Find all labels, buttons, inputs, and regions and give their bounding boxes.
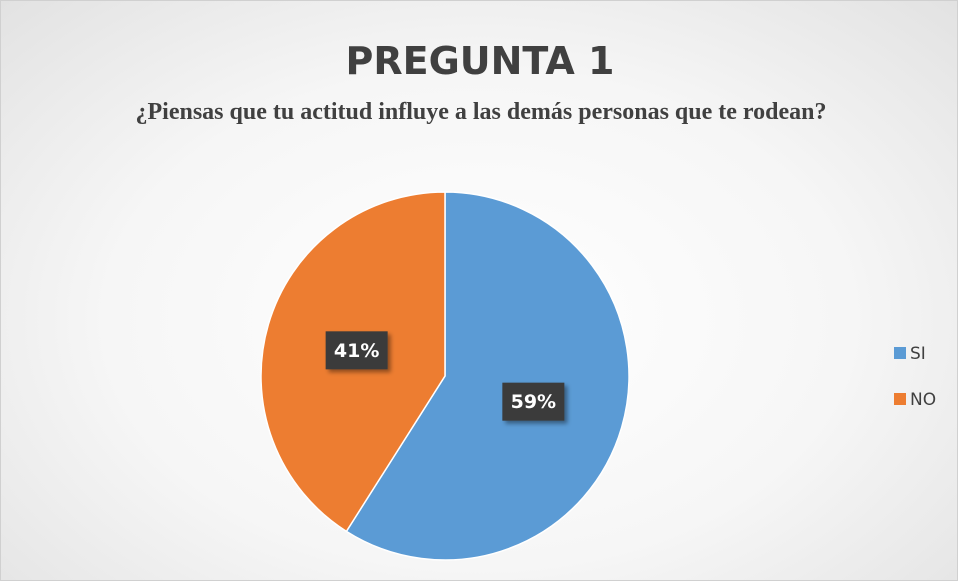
data-label: 59% xyxy=(511,391,556,413)
legend-label: NO xyxy=(910,390,936,410)
data-label-box xyxy=(325,331,388,370)
data-label: 41% xyxy=(334,340,379,362)
data-label-box xyxy=(502,382,565,421)
pie-slice xyxy=(345,191,630,561)
legend-swatch xyxy=(894,393,906,405)
legend-swatch xyxy=(894,347,906,359)
chart-subtitle: ¿Piensas que tu actitud influye a las de… xyxy=(135,99,827,125)
chart-title: PREGUNTA 1 xyxy=(345,39,615,83)
legend-label: SI xyxy=(910,344,926,364)
